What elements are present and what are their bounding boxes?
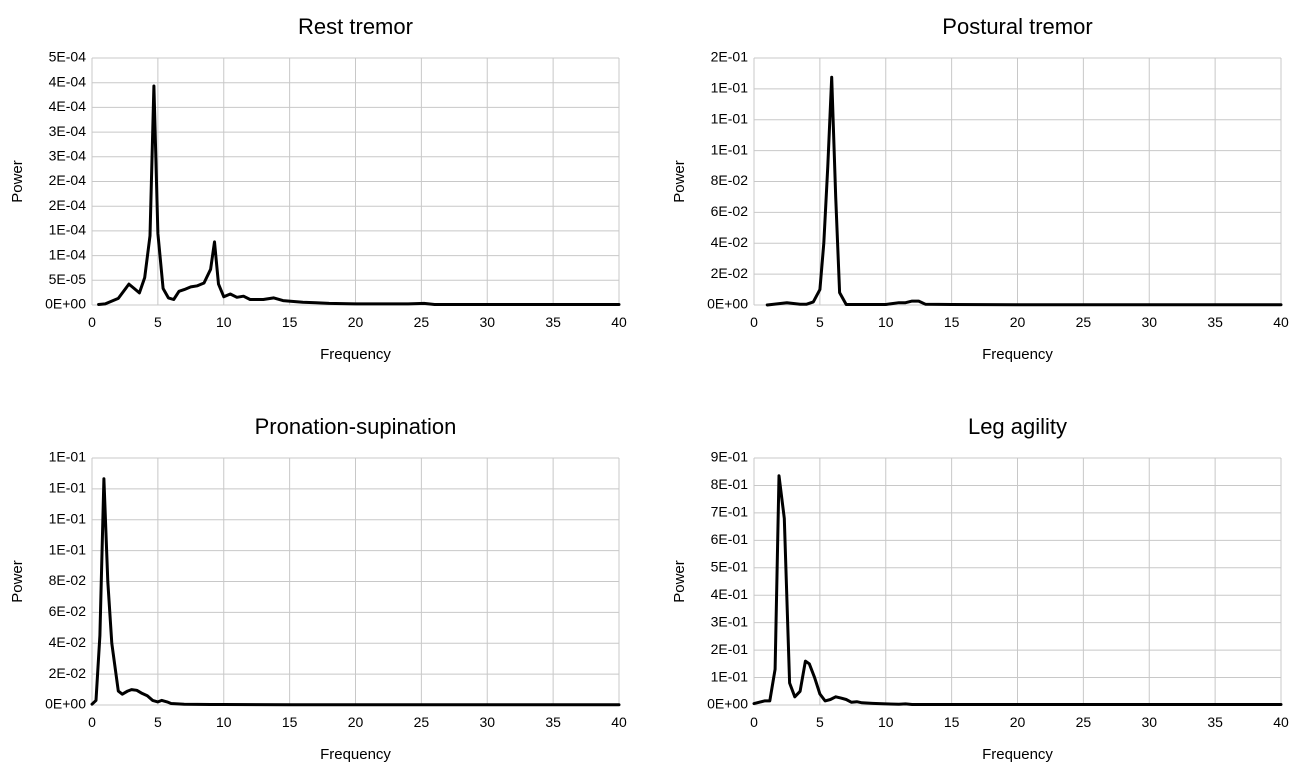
y-tick-label: 1E-01 [711, 80, 749, 96]
y-tick-label: 1E-04 [49, 222, 87, 238]
y-tick-label: 0E+00 [707, 696, 748, 712]
y-axis-label: Power [9, 160, 26, 203]
x-tick-label: 20 [1010, 714, 1026, 730]
chart-title: Pronation-supination [255, 414, 457, 439]
x-tick-label: 15 [944, 314, 960, 330]
y-tick-label: 8E-02 [49, 572, 87, 588]
x-tick-label: 35 [545, 314, 561, 330]
x-tick-label: 5 [816, 314, 824, 330]
y-tick-label: 1E-04 [49, 246, 87, 262]
x-tick-label: 20 [348, 714, 364, 730]
y-tick-label: 2E-04 [49, 197, 87, 213]
x-tick-label: 25 [1076, 714, 1092, 730]
y-tick-label: 4E-01 [711, 586, 749, 602]
chart-title: Postural tremor [942, 14, 1092, 39]
x-tick-label: 0 [88, 314, 96, 330]
x-tick-label: 25 [414, 314, 430, 330]
chart-title: Rest tremor [298, 14, 413, 39]
y-tick-label: 2E-04 [49, 172, 87, 188]
x-tick-label: 35 [1207, 714, 1223, 730]
y-tick-label: 1E-01 [49, 510, 87, 526]
y-tick-label: 1E-01 [49, 480, 87, 496]
x-tick-label: 10 [216, 714, 232, 730]
y-tick-label: 1E-01 [711, 141, 749, 157]
y-tick-label: 1E-01 [711, 110, 749, 126]
x-tick-label: 5 [154, 714, 162, 730]
x-tick-label: 15 [282, 714, 298, 730]
x-tick-label: 30 [479, 714, 495, 730]
y-tick-label: 8E-01 [711, 476, 749, 492]
y-tick-label: 4E-04 [49, 98, 87, 114]
y-tick-label: 3E-04 [49, 123, 87, 139]
chart-panel-2: Postural tremor 0E+00 2E-02 4E-02 6E-02 8E-02… [671, 14, 1289, 363]
x-tick-label: 35 [1207, 314, 1223, 330]
series-line [752, 474, 1283, 706]
chart-panel-4: Leg agility 0E+00 1E-01 2E-01 3E-01 4E-01 5E-0… [671, 414, 1289, 763]
x-tick-label: 30 [479, 314, 495, 330]
x-tick-label: 40 [611, 714, 627, 730]
series-line [97, 84, 621, 306]
y-axis-label: Power [671, 560, 688, 603]
chart-panel-3: Pronation-supination 0E+00 2E-02 4E-02 6E-02… [9, 414, 627, 763]
x-tick-label: 40 [1273, 714, 1289, 730]
y-tick-label: 5E-01 [711, 558, 749, 574]
x-tick-label: 35 [545, 714, 561, 730]
y-tick-label: 6E-01 [711, 531, 749, 547]
y-tick-label: 2E-01 [711, 641, 749, 657]
x-tick-label: 10 [878, 714, 894, 730]
y-tick-label: 0E+00 [707, 296, 748, 312]
x-tick-label: 40 [1273, 314, 1289, 330]
y-tick-label: 4E-02 [49, 634, 87, 650]
x-tick-label: 15 [944, 714, 960, 730]
x-tick-label: 15 [282, 314, 298, 330]
x-tick-label: 40 [611, 314, 627, 330]
y-tick-label: 1E-01 [49, 541, 87, 557]
y-axis-label: Power [671, 160, 688, 203]
x-tick-label: 0 [88, 714, 96, 730]
y-tick-label: 1E-01 [49, 449, 87, 465]
x-tick-label: 20 [348, 314, 364, 330]
y-tick-label: 4E-02 [711, 234, 749, 250]
y-tick-label: 5E-04 [49, 49, 87, 65]
y-tick-label: 7E-01 [711, 504, 749, 520]
y-tick-label: 0E+00 [45, 296, 86, 312]
y-axis-label: Power [9, 560, 26, 603]
y-tick-label: 2E-01 [711, 49, 749, 65]
y-tick-label: 6E-02 [711, 203, 749, 219]
x-tick-label: 25 [414, 714, 430, 730]
y-tick-label: 1E-01 [711, 668, 749, 684]
x-tick-label: 20 [1010, 314, 1026, 330]
x-axis-label: Frequency [320, 346, 391, 363]
x-axis-label: Frequency [982, 346, 1053, 363]
y-tick-label: 9E-01 [711, 449, 749, 465]
series-line [765, 75, 1283, 307]
x-tick-label: 10 [216, 314, 232, 330]
y-tick-label: 3E-04 [49, 148, 87, 164]
chart-title: Leg agility [968, 414, 1067, 439]
y-tick-label: 5E-05 [49, 271, 87, 287]
y-tick-label: 4E-04 [49, 73, 87, 89]
x-tick-label: 0 [750, 714, 758, 730]
x-axis-label: Frequency [982, 746, 1053, 763]
x-tick-label: 25 [1076, 314, 1092, 330]
x-tick-label: 30 [1141, 314, 1157, 330]
series-line [90, 477, 621, 707]
y-tick-label: 8E-02 [711, 172, 749, 188]
y-tick-label: 2E-02 [711, 265, 749, 281]
x-tick-label: 10 [878, 314, 894, 330]
y-tick-label: 6E-02 [49, 603, 87, 619]
x-axis-label: Frequency [320, 746, 391, 763]
y-tick-label: 0E+00 [45, 696, 86, 712]
y-tick-label: 2E-02 [49, 665, 87, 681]
x-tick-label: 5 [154, 314, 162, 330]
y-tick-label: 3E-01 [711, 613, 749, 629]
x-tick-label: 5 [816, 714, 824, 730]
x-tick-label: 0 [750, 314, 758, 330]
chart-panel-1: Rest tremor 0E+00 5E-05 1E-04 1E-04 2E-04 2E-0… [9, 14, 627, 363]
x-tick-label: 30 [1141, 714, 1157, 730]
